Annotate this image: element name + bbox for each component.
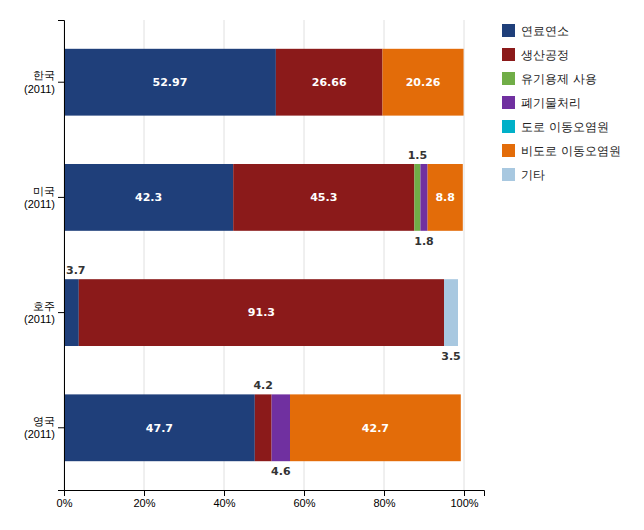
x-tick-mark (304, 490, 305, 496)
legend-label: 기타 (521, 168, 545, 182)
y-tick-mark (58, 312, 64, 313)
bar-segment: 유기용제 사용: 1.5 (414, 164, 420, 231)
data-label: 20.26 (406, 76, 441, 89)
y-tick: 한국(2011) (24, 69, 64, 94)
data-label: 52.97 (153, 76, 188, 89)
bar-segment: 폐기물처리: 4.6 (272, 394, 290, 461)
y-tick-mark (58, 427, 64, 428)
y-tick-label: 영국(2011) (24, 415, 55, 440)
data-labels: 47.7 4.2 4.6 42.7 3.7 91.3 3.5 42.3 45.3 1.5 1.8 8.… (66, 76, 461, 478)
x-tick-mark (144, 490, 145, 496)
bar-segment: 비도로 이동오염원: 8.8 (428, 164, 463, 231)
legend-item: 폐기물처리 (502, 96, 581, 110)
x-tick: 20% (133, 490, 155, 509)
x-tick: 40% (213, 490, 235, 509)
data-label: 3.5 (441, 350, 461, 363)
legend-label: 비도로 이동오염원 (521, 144, 621, 158)
x-tick-mark (224, 490, 225, 496)
legend-item: 도로 이동오염원 (502, 120, 609, 134)
legend-label: 폐기물처리 (521, 96, 581, 110)
legend-swatch (502, 120, 515, 133)
legend-label: 유기용제 사용 (521, 72, 597, 86)
y-tick: 영국(2011) (24, 415, 64, 440)
legend-item: 기타 (502, 168, 545, 182)
x-tick-label: 40% (213, 497, 235, 509)
data-label: 8.8 (435, 191, 455, 204)
data-label: 91.3 (248, 306, 275, 319)
x-tick-label: 100% (450, 497, 478, 509)
legend-swatch (502, 96, 515, 109)
x-tick: 0% (57, 490, 73, 509)
grid-line (464, 20, 465, 490)
bar-segment: 연료연소: 52.97 (64, 49, 276, 116)
bar-segment: 연료연소: 47.7 (64, 394, 255, 461)
y-axis-line (58, 21, 65, 491)
bar-segment: 기타: 3.5 (444, 279, 458, 346)
data-label: 1.5 (408, 149, 428, 162)
bar-segment: 비도로 이동오염원: 20.26 (383, 49, 464, 116)
data-label: 26.66 (312, 76, 347, 89)
legend-item: 연료연소 (502, 24, 569, 38)
bar-segment: 폐기물처리: 1.8 (420, 164, 427, 231)
legend-swatch (502, 24, 515, 37)
legend-item: 생산공정 (502, 48, 569, 62)
x-tick-label: 80% (373, 497, 395, 509)
bar-segment: 연료연소: 42.3 (64, 164, 233, 231)
x-tick-label: 20% (133, 497, 155, 509)
x-tick-mark (464, 490, 465, 496)
y-tick-label: 호주(2011) (24, 300, 55, 325)
bar-segment: 연료연소: 3.7 (64, 279, 79, 346)
x-tick-label: 0% (57, 497, 73, 509)
legend-label: 도로 이동오염원 (521, 120, 609, 134)
y-tick-mark (58, 197, 64, 198)
data-label: 3.7 (66, 264, 86, 277)
x-axis-line (65, 491, 485, 497)
data-label: 42.3 (135, 191, 162, 204)
y-tick: 호주(2011) (24, 300, 64, 325)
bars: 연료연소: 47.7 연료연소: 3.7 연료연소: 42.3 연료연소: 52.97… (64, 49, 464, 461)
grid (64, 20, 464, 490)
y-axis: 영국(2011) 호주(2011) 미국(2011) 한국(2011) (24, 21, 64, 491)
plot: 연료연소: 47.7 연료연소: 3.7 연료연소: 42.3 연료연소: 52.97… (24, 20, 484, 509)
data-label: 1.8 (414, 235, 434, 248)
x-tick: 60% (293, 490, 315, 509)
y-tick-label: 미국(2011) (24, 185, 55, 210)
chart: 연료연소: 47.7 연료연소: 3.7 연료연소: 42.3 연료연소: 52.97… (0, 0, 644, 530)
bar-segment: 생산공정: 26.66 (276, 49, 383, 116)
legend-label: 연료연소 (521, 24, 569, 38)
legend-swatch (502, 72, 515, 85)
x-tick-label: 60% (293, 497, 315, 509)
y-tick-label: 한국(2011) (24, 69, 55, 94)
legend: 연료연소생산공정유기용제 사용폐기물처리도로 이동오염원비도로 이동오염원기타 (502, 24, 621, 182)
legend-swatch (502, 168, 515, 181)
x-tick: 100% (450, 490, 478, 509)
y-tick: 미국(2011) (24, 185, 64, 210)
bar-segment: 생산공정: 4.2 (255, 394, 272, 461)
data-label: 4.2 (253, 379, 273, 392)
y-tick-mark (58, 82, 64, 83)
legend-swatch (502, 144, 515, 157)
x-tick: 80% (373, 490, 395, 509)
legend-item: 비도로 이동오염원 (502, 144, 621, 158)
data-label: 47.7 (146, 422, 173, 435)
legend-swatch (502, 48, 515, 61)
legend-item: 유기용제 사용 (502, 72, 597, 86)
bar-segment: 생산공정: 45.3 (233, 164, 414, 231)
x-tick-mark (384, 490, 385, 496)
bar-segment: 비도로 이동오염원: 42.7 (290, 394, 461, 461)
data-label: 45.3 (310, 191, 337, 204)
data-label: 42.7 (362, 422, 389, 435)
data-label: 4.6 (271, 465, 291, 478)
bar-segment: 생산공정: 91.3 (79, 279, 444, 346)
x-axis: 0% 20% 40% 60% 80% 100% (57, 490, 485, 509)
legend-label: 생산공정 (521, 48, 569, 62)
